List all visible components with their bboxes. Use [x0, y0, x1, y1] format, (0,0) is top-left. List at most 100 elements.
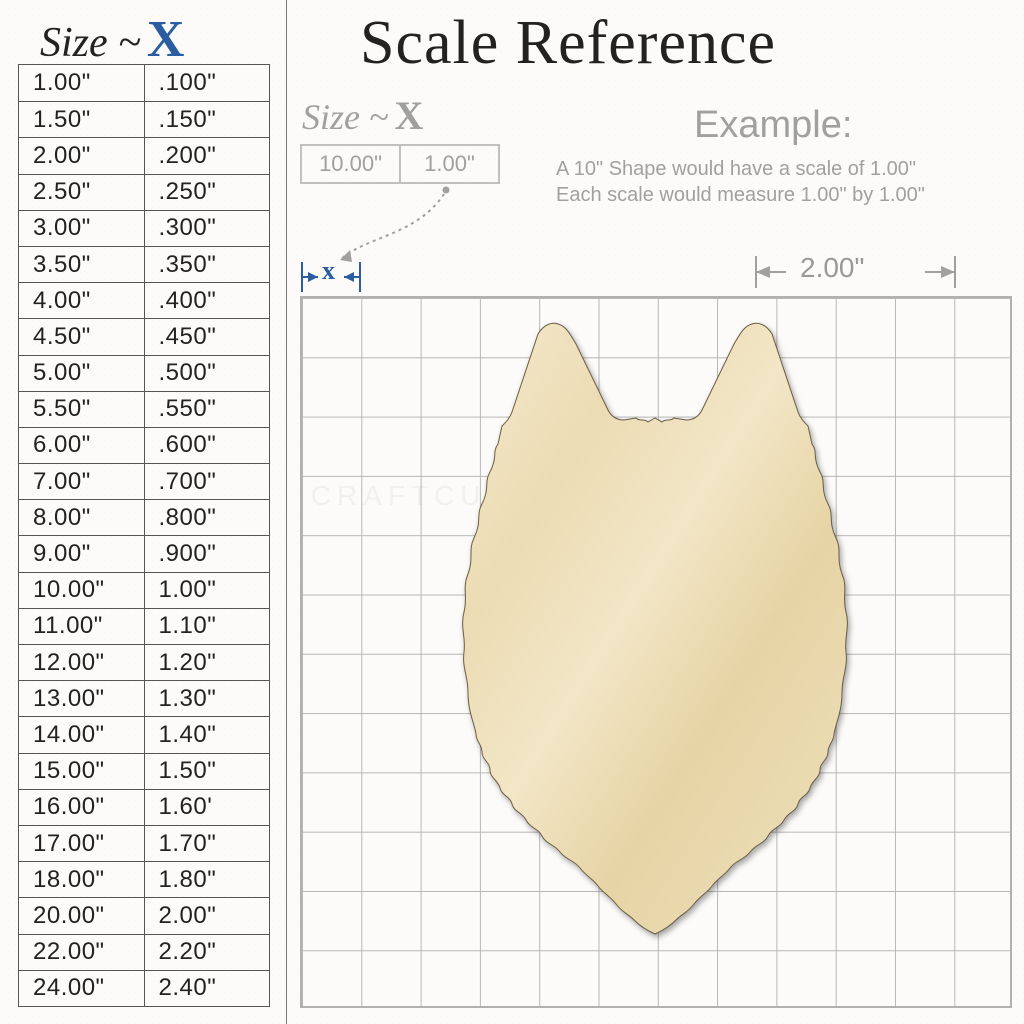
- page: Size ~ X Scale Reference Size ~ X 10.00"…: [0, 0, 1024, 1024]
- x-dimension-marker: [300, 258, 420, 294]
- cell-x: 1.60': [145, 790, 270, 825]
- cell-size: 6.00": [19, 428, 145, 463]
- cell-x: 1.70": [145, 826, 270, 861]
- size-table: 1.00".100"1.50".150"2.00".200"2.50".250"…: [18, 64, 270, 1007]
- two-inch-label: 2.00": [800, 252, 864, 284]
- table-row: 4.50".450": [19, 318, 269, 354]
- cell-x: 1.80": [145, 862, 270, 897]
- cell-size: 7.00": [19, 464, 145, 499]
- cell-x: .300": [145, 211, 270, 246]
- table-row: 6.00".600": [19, 427, 269, 463]
- cell-x: 1.40": [145, 717, 270, 752]
- table-row: 10.00"1.00": [19, 572, 269, 608]
- cell-size: 2.50": [19, 175, 145, 210]
- title-size-x: Size ~ X: [40, 10, 184, 69]
- example-text: A 10" Shape would have a scale of 1.00" …: [556, 156, 925, 208]
- cell-size: 5.00": [19, 356, 145, 391]
- mini-cell-x: 1.00": [401, 146, 498, 182]
- cell-x: .700": [145, 464, 270, 499]
- cell-x: .500": [145, 356, 270, 391]
- cell-x: .150": [145, 102, 270, 137]
- cell-size: 3.50": [19, 247, 145, 282]
- cell-size: 22.00": [19, 935, 145, 970]
- table-row: 13.00"1.30": [19, 680, 269, 716]
- cell-size: 2.00": [19, 138, 145, 173]
- cell-x: .600": [145, 428, 270, 463]
- table-row: 20.00"2.00": [19, 897, 269, 933]
- mini-cell-size: 10.00": [302, 146, 401, 182]
- cell-x: 2.00": [145, 898, 270, 933]
- table-row: 2.50".250": [19, 174, 269, 210]
- mini-table: 10.00" 1.00": [300, 144, 500, 184]
- cell-x: .100": [145, 65, 270, 101]
- example-line2: Each scale would measure 1.00" by 1.00": [556, 184, 925, 206]
- table-row: 8.00".800": [19, 499, 269, 535]
- cell-x: 1.10": [145, 609, 270, 644]
- table-row: 16.00"1.60': [19, 789, 269, 825]
- divider-vertical: [286, 0, 287, 1024]
- table-row: 11.00"1.10": [19, 608, 269, 644]
- table-row: 7.00".700": [19, 463, 269, 499]
- cell-x: 1.20": [145, 645, 270, 680]
- example-line1: A 10" Shape would have a scale of 1.00": [556, 158, 916, 180]
- cell-size: 12.00": [19, 645, 145, 680]
- table-row: 4.00".400": [19, 282, 269, 318]
- table-row: 2.00".200": [19, 137, 269, 173]
- cell-size: 8.00": [19, 500, 145, 535]
- cell-size: 13.00": [19, 681, 145, 716]
- subtitle-x-glyph: X: [394, 92, 423, 139]
- table-row: 9.00".900": [19, 535, 269, 571]
- wolf-head-shape: [440, 316, 870, 936]
- table-row: 22.00"2.20": [19, 934, 269, 970]
- cell-size: 3.00": [19, 211, 145, 246]
- cell-size: 10.00": [19, 573, 145, 608]
- cell-x: .450": [145, 319, 270, 354]
- cell-x: 2.20": [145, 935, 270, 970]
- table-row: 1.00".100": [19, 65, 269, 101]
- cell-x: 1.50": [145, 754, 270, 789]
- cell-x: .400": [145, 283, 270, 318]
- cell-size: 18.00": [19, 862, 145, 897]
- cell-size: 16.00": [19, 790, 145, 825]
- cell-x: .200": [145, 138, 270, 173]
- cell-size: 20.00": [19, 898, 145, 933]
- cell-size: 9.00": [19, 536, 145, 571]
- table-row: 15.00"1.50": [19, 753, 269, 789]
- cell-x: .250": [145, 175, 270, 210]
- x-marker-label: x: [322, 256, 335, 286]
- table-row: 3.00".300": [19, 210, 269, 246]
- cell-size: 17.00": [19, 826, 145, 861]
- cell-size: 4.00": [19, 283, 145, 318]
- cell-x: 1.30": [145, 681, 270, 716]
- cell-x: .550": [145, 392, 270, 427]
- cell-size: 14.00": [19, 717, 145, 752]
- table-row: 24.00"2.40": [19, 970, 269, 1006]
- title-size-x-glyph: X: [147, 10, 185, 69]
- cell-x: .800": [145, 500, 270, 535]
- table-row: 1.50".150": [19, 101, 269, 137]
- cell-x: .350": [145, 247, 270, 282]
- subtitle-prefix: Size ~: [302, 96, 388, 138]
- cell-x: .900": [145, 536, 270, 571]
- table-row: 14.00"1.40": [19, 716, 269, 752]
- table-row: 17.00"1.70": [19, 825, 269, 861]
- cell-x: 2.40": [145, 971, 270, 1006]
- title-size-prefix: Size ~: [40, 19, 141, 67]
- table-row: 5.00".500": [19, 355, 269, 391]
- example-heading: Example:: [694, 104, 852, 147]
- cell-size: 5.50": [19, 392, 145, 427]
- cell-size: 1.00": [19, 65, 145, 101]
- table-row: 12.00"1.20": [19, 644, 269, 680]
- cell-size: 15.00": [19, 754, 145, 789]
- callout-curve-arrow: [336, 186, 456, 266]
- cell-size: 24.00": [19, 971, 145, 1006]
- table-row: 3.50".350": [19, 246, 269, 282]
- table-row: 18.00"1.80": [19, 861, 269, 897]
- subtitle-size-x: Size ~ X: [302, 92, 423, 139]
- cell-x: 1.00": [145, 573, 270, 608]
- table-row: 5.50".550": [19, 391, 269, 427]
- cell-size: 1.50": [19, 102, 145, 137]
- cell-size: 4.50": [19, 319, 145, 354]
- title-main: Scale Reference: [360, 8, 776, 79]
- cell-size: 11.00": [19, 609, 145, 644]
